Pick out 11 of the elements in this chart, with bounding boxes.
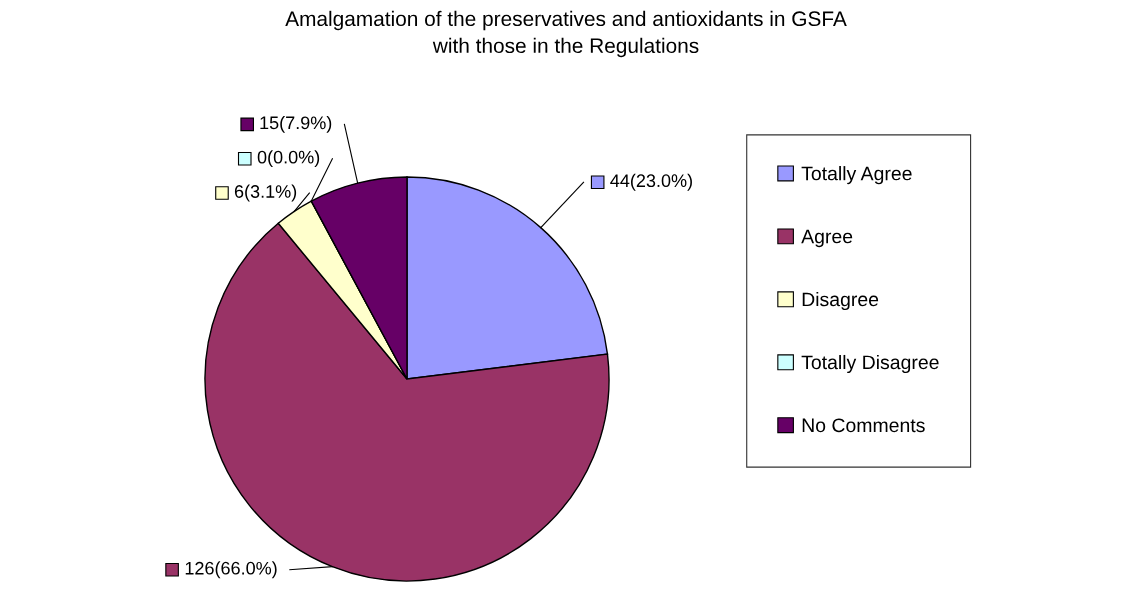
data-label: 15(7.9%) (260, 115, 332, 133)
chart-title: Amalgamation of the preservatives and antioxidants in GSFA with those in the Regulations (285, 10, 847, 58)
legend-label: No Comments (802, 418, 925, 433)
legend-label: Agree (801, 229, 853, 248)
data-label: 6(3.1%) (234, 184, 297, 202)
legend-label: Disagree (802, 291, 879, 311)
legend-label: Totally Agree (801, 166, 912, 185)
data-label: 44(23.0%) (610, 173, 692, 191)
legend-label: Totally Disagree (801, 354, 939, 374)
data-label: 126(66.0%) (185, 561, 277, 579)
text: 0(0.0%) (257, 150, 320, 168)
